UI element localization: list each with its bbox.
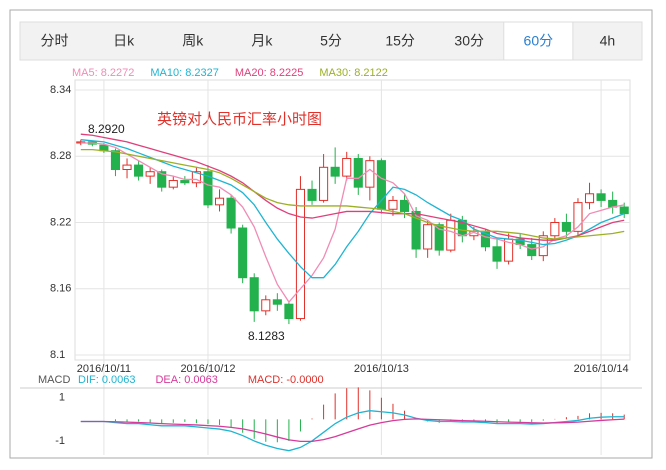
legend-entry: MA5: 8.2272	[72, 67, 134, 79]
tab[interactable]: 周k	[182, 33, 204, 49]
candle-body	[446, 219, 456, 251]
candle-body	[561, 222, 571, 232]
candle-body	[399, 199, 410, 212]
candle-body	[157, 171, 167, 188]
candle-body	[134, 164, 144, 177]
y-tick-label: -1	[55, 435, 65, 447]
x-tick-label: 2016/10/14	[574, 363, 629, 375]
candle-body	[226, 197, 236, 229]
y-tick-label: 8.28	[50, 150, 71, 162]
x-tick-label: 2016/10/12	[180, 363, 235, 375]
candle-body	[538, 235, 548, 257]
candle-body	[342, 157, 352, 177]
tab[interactable]: 4h	[600, 33, 616, 49]
candle-body	[145, 171, 155, 177]
legend-entry: MA20: 8.2225	[235, 67, 304, 79]
tab[interactable]: 月k	[251, 33, 273, 49]
tab[interactable]: 日k	[113, 33, 135, 49]
tab[interactable]: 5分	[320, 33, 342, 49]
macd-line	[80, 410, 625, 452]
legend-entry: MA30: 8.2122	[319, 67, 388, 79]
frame	[9, 9, 653, 459]
legend-entry: MACD: -0.0000	[248, 374, 324, 386]
candle-body	[365, 160, 375, 188]
candle-body	[214, 197, 225, 206]
y-tick-label: 8.22	[50, 216, 71, 228]
ma-line	[80, 139, 625, 279]
candle-body	[238, 227, 248, 279]
y-tick-label: 1	[59, 392, 65, 404]
macd-title: MACD	[38, 374, 70, 386]
candle-body	[122, 164, 132, 170]
candle-body	[110, 150, 121, 171]
candle-body	[492, 246, 502, 262]
annotation: 8.2920	[88, 122, 125, 136]
tab[interactable]: 30分	[454, 33, 484, 49]
candle-body	[180, 180, 190, 184]
candle-body	[284, 303, 294, 320]
candle-body	[550, 222, 560, 237]
x-tick-label: 2016/10/11	[77, 363, 131, 375]
candle-body	[203, 171, 213, 206]
candle-body	[307, 188, 317, 201]
tab[interactable]: 分时	[41, 33, 69, 49]
ma-line	[80, 133, 625, 241]
candle-body	[573, 202, 583, 232]
candle-body	[596, 193, 606, 201]
candle-body	[353, 157, 363, 188]
candle-body	[319, 166, 329, 201]
chart-title: 英镑对人民币汇率小时图	[157, 110, 322, 128]
candle-body	[411, 210, 421, 250]
y-tick-label: 8.1	[50, 349, 65, 361]
candle-body	[388, 199, 398, 210]
ma-line	[80, 148, 625, 240]
tab[interactable]: 15分	[385, 33, 415, 49]
candle-body	[527, 244, 537, 257]
legend-entry: DEA: 0.0063	[155, 374, 217, 386]
plot-area	[74, 79, 631, 361]
candle-body	[584, 193, 595, 204]
y-tick-label: 8.34	[50, 84, 71, 96]
candle-body	[376, 160, 386, 210]
candle-body	[249, 277, 259, 312]
ma-line	[80, 142, 625, 304]
candle-body	[330, 166, 340, 177]
candle-body	[191, 171, 201, 184]
tab-selected-bg	[503, 21, 574, 61]
y-tick-label: 8.16	[50, 283, 71, 295]
macd-line	[80, 418, 625, 443]
x-tick-label: 2016/10/13	[354, 363, 409, 375]
candle-body	[168, 180, 178, 188]
candle-body	[423, 224, 433, 250]
candle-body	[434, 224, 444, 251]
candle-body	[619, 206, 629, 215]
tab[interactable]: 60分	[524, 33, 554, 49]
candle-body	[295, 188, 306, 320]
legend-entry: MA10: 8.2327	[150, 67, 219, 79]
candle-body	[261, 299, 271, 312]
annotation: 8.1283	[248, 329, 285, 343]
legend-entry: DIF: 0.0063	[78, 374, 135, 386]
candle-body	[272, 299, 282, 305]
